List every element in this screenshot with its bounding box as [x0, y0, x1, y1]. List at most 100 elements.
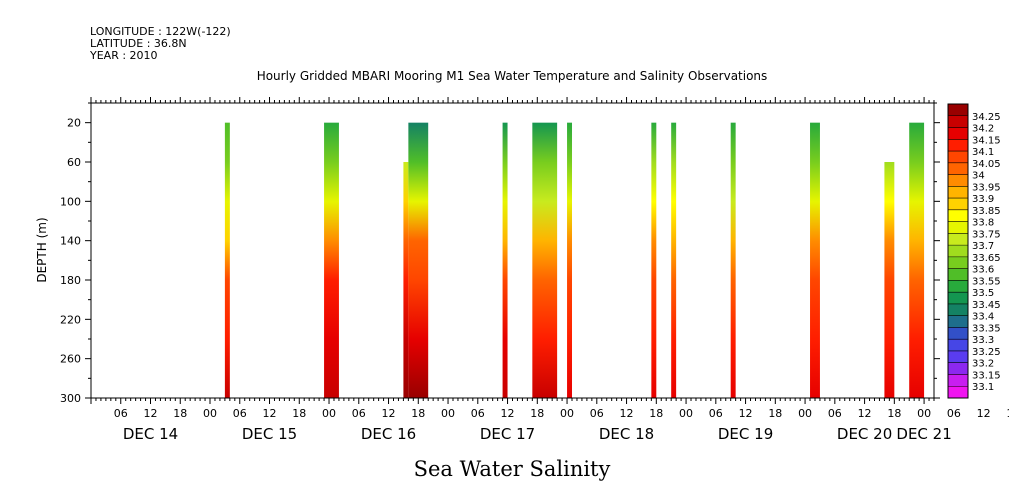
colorbar-segment	[948, 221, 968, 234]
colorbar-segment	[948, 256, 968, 269]
colorbar-segment	[948, 174, 968, 187]
colorbar-label: 33.4	[972, 312, 994, 323]
x-tick-label: 06	[352, 407, 366, 420]
x-tick-label: 18	[530, 407, 544, 420]
colorbar-segment	[948, 233, 968, 246]
colorbar: 34.2534.234.1534.134.053433.9533.933.853…	[947, 103, 1001, 399]
x-day-label: DEC 18	[599, 425, 654, 443]
x-tick-label: 18	[768, 407, 782, 420]
colorbar-label: 33.7	[972, 241, 994, 252]
x-tick-label: 12	[501, 407, 515, 420]
plot-frame	[90, 102, 935, 399]
colorbar-segment	[948, 186, 968, 199]
x-tick-label: 00	[203, 407, 217, 420]
colorbar-segment	[948, 104, 968, 117]
colorbar-segment	[948, 151, 968, 164]
colorbar-label: 33.85	[972, 206, 1001, 217]
x-axis-title: Sea Water Salinity	[414, 457, 611, 481]
header-year: YEAR : 2010	[89, 49, 158, 62]
colorbar-label: 33.9	[972, 194, 994, 205]
colorbar-label: 34.2	[972, 124, 994, 135]
x-tick-label: 06	[590, 407, 604, 420]
x-tick-label: 18	[173, 407, 187, 420]
colorbar-label: 34.15	[972, 135, 1001, 146]
y-tick-label: 20	[67, 117, 81, 130]
y-tick-label: 100	[60, 195, 81, 208]
colorbar-label: 33.15	[972, 370, 1001, 381]
data-column-3	[408, 122, 429, 399]
x-tick-label: 06	[114, 407, 128, 420]
axes: 20 60 100 140 180 220 260 300 06 12 18 00 06 12 18 00 06…	[60, 97, 1009, 443]
colorbar-label: 33.95	[972, 182, 1001, 193]
x-day-label: DEC 15	[242, 425, 297, 443]
x-day-label: DEC 17	[480, 425, 535, 443]
data-column-6	[567, 122, 573, 399]
colorbar-segment	[948, 362, 968, 375]
x-tick-label: 00	[441, 407, 455, 420]
colorbar-frame	[947, 103, 969, 399]
x-tick-label: 00	[798, 407, 812, 420]
colorbar-label: 34.05	[972, 159, 1001, 170]
x-tick-label: 18	[1006, 407, 1009, 420]
x-tick-label: 12	[620, 407, 634, 420]
x-tick-label: 12	[144, 407, 158, 420]
y-tick-label: 180	[60, 274, 81, 287]
x-tick-label: 12	[977, 407, 991, 420]
colorbar-label: 33.65	[972, 253, 1001, 264]
plot-area	[224, 122, 925, 399]
x-tick-label: 00	[917, 407, 931, 420]
colorbar-segment	[948, 327, 968, 340]
data-column-0	[224, 122, 230, 399]
colorbar-label: 33.35	[972, 323, 1001, 334]
colorbar-segment	[948, 350, 968, 364]
colorbar-label: 34	[972, 171, 985, 182]
colorbar-segment	[948, 139, 968, 152]
y-tick-label: 220	[60, 313, 81, 326]
colorbar-segment	[948, 162, 968, 175]
colorbar-label: 33.3	[972, 335, 994, 346]
data-column-12	[909, 122, 925, 399]
colorbar-label: 33.75	[972, 229, 1001, 240]
x-tick-label: 06	[233, 407, 247, 420]
x-tick-label: 12	[739, 407, 753, 420]
x-tick-label: 00	[322, 407, 336, 420]
colorbar-segment	[948, 115, 968, 128]
x-tick-label: 00	[679, 407, 693, 420]
colorbar-segment	[948, 386, 968, 399]
colorbar-label: 33.5	[972, 288, 994, 299]
header-latitude: LATITUDE : 36.8N	[90, 37, 187, 50]
x-tick-label: 18	[411, 407, 425, 420]
data-column-2	[403, 162, 409, 398]
x-tick-label: 06	[828, 407, 842, 420]
colorbar-label: 33.45	[972, 300, 1001, 311]
x-tick-label: 18	[292, 407, 306, 420]
x-tick-label: 12	[858, 407, 872, 420]
data-column-7	[651, 122, 657, 399]
x-tick-label: 06	[471, 407, 485, 420]
colorbar-label: 34.25	[972, 112, 1001, 123]
x-day-label: DEC 19	[718, 425, 773, 443]
x-day-label: DEC 16	[361, 425, 416, 443]
y-tick-label: 140	[60, 235, 81, 248]
x-tick-label: 12	[263, 407, 277, 420]
x-tick-label: 18	[887, 407, 901, 420]
data-column-1	[324, 122, 339, 399]
colorbar-segment	[948, 209, 968, 222]
data-column-4	[502, 122, 508, 399]
colorbar-label: 34.1	[972, 147, 994, 158]
data-column-8	[671, 122, 677, 399]
colorbar-segment	[948, 198, 968, 211]
x-tick-label: 00	[560, 407, 574, 420]
data-column-10	[810, 122, 820, 399]
x-day-label: DEC 14	[123, 425, 178, 443]
x-day-label: DEC 20	[837, 425, 892, 443]
colorbar-label: 33.2	[972, 359, 994, 370]
colorbar-label: 33.8	[972, 218, 994, 229]
data-column-5	[532, 122, 558, 399]
x-tick-label: 06	[947, 407, 961, 420]
colorbar-segment	[948, 303, 968, 316]
y-tick-label: 60	[67, 156, 81, 169]
y-tick-label: 300	[60, 392, 81, 405]
colorbar-segment	[948, 315, 968, 328]
